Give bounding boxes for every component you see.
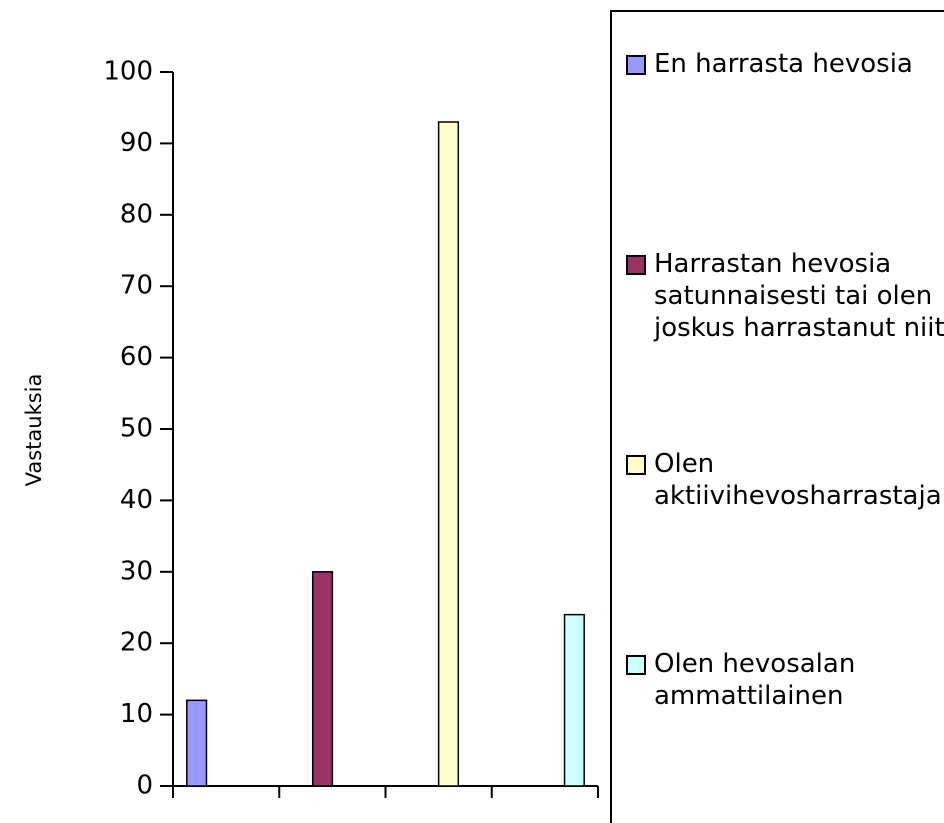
bar — [563, 613, 585, 787]
bar — [186, 699, 208, 787]
legend-entry: Olen aktiivihevosharrastaja — [626, 448, 944, 512]
y-tick-label: 80 — [120, 199, 153, 229]
y-tick-label: 40 — [120, 485, 153, 515]
legend: En harrasta hevosia Harrastan hevosia sat… — [610, 10, 944, 823]
y-tick-label: 60 — [120, 342, 153, 372]
y-tick-label: 0 — [136, 771, 153, 801]
y-tick-label: 10 — [120, 699, 153, 729]
y-tick-label: 70 — [120, 271, 153, 301]
legend-label: Harrastan hevosia satunnaisesti tai olen… — [654, 249, 944, 343]
legend-label: Olen hevosalan ammattilainen — [654, 649, 856, 711]
legend-label: En harrasta hevosia — [654, 49, 913, 79]
legend-swatch — [626, 255, 646, 275]
legend-swatch — [626, 455, 646, 475]
y-tick-label: 90 — [120, 128, 153, 158]
legend-label: Olen aktiivihevosharrastaja — [654, 449, 942, 511]
y-axis-label: Vastauksia — [22, 374, 46, 487]
legend-swatch — [626, 55, 646, 75]
legend-entry: En harrasta hevosia — [626, 48, 944, 80]
legend-swatch — [626, 655, 646, 675]
y-tick-label: 50 — [120, 414, 153, 444]
y-tick-label: 100 — [103, 57, 153, 87]
legend-entry: Olen hevosalan ammattilainen — [626, 648, 944, 712]
y-tick-label: 30 — [120, 556, 153, 586]
y-tick-label: 20 — [120, 628, 153, 658]
legend-entry: Harrastan hevosia satunnaisesti tai olen… — [626, 248, 944, 344]
bar — [311, 571, 334, 787]
bar — [437, 121, 460, 787]
